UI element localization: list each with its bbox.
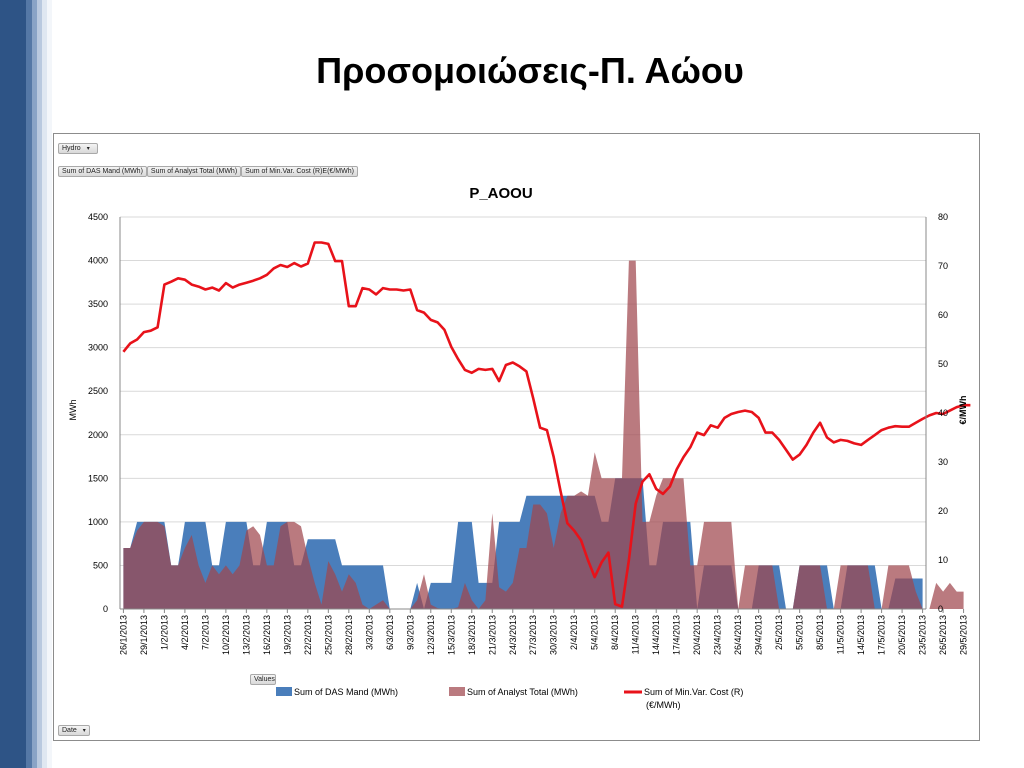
x-tick-label: 29/4/2013 — [754, 615, 764, 655]
x-tick-label: 26/4/2013 — [733, 615, 743, 655]
x-tick-label: 29/1/2013 — [139, 615, 149, 655]
x-tick-label: 20/4/2013 — [692, 615, 702, 655]
x-tick-label: 28/2/2013 — [344, 615, 354, 655]
filter-dropdown-icon: ▾ — [86, 146, 90, 152]
x-tick-label: 1/2/2013 — [159, 615, 169, 650]
x-tick-label: 26/1/2013 — [118, 615, 128, 655]
x-tick-label: 23/5/2013 — [918, 615, 928, 655]
x-tick-label: 21/3/2013 — [487, 615, 497, 655]
cost-line-series — [122, 241, 971, 608]
y-tick-label: 2000 — [88, 430, 108, 440]
y-tick-label: 3000 — [88, 343, 108, 353]
x-tick-label: 13/2/2013 — [241, 615, 251, 655]
x-tick-label: 9/3/2013 — [405, 615, 415, 650]
slide-title: Προσομοιώσεις-Π. Αώου — [316, 50, 744, 91]
x-tick-label: 30/3/2013 — [549, 615, 559, 655]
y2-axis-label: €/MWh — [958, 396, 968, 425]
y-tick-label: 1500 — [88, 473, 108, 483]
y-tick-label: 2500 — [88, 386, 108, 396]
x-tick-label: 5/4/2013 — [590, 615, 600, 650]
values-field-buttons: Sum of DAS Mand (MWh) Sum of Analyst Tota… — [58, 160, 358, 177]
x-tick-label: 24/3/2013 — [508, 615, 518, 655]
axes: 0 500 1000 1500 2000 2500 3000 3500 4000 4500 0 10 2… — [88, 212, 969, 655]
axis-field-button[interactable]: Date ▾ — [58, 725, 90, 736]
legend-label-das: Sum of DAS Mand (MWh) — [294, 687, 398, 697]
value-field-cost-button[interactable]: Sum of Min.Var. Cost (R)Ε(€/MWh) — [241, 166, 358, 177]
area-path — [123, 260, 964, 609]
axis-field-label: Date — [62, 727, 77, 734]
x-tick-label: 6/3/2013 — [385, 615, 395, 650]
cost-line — [122, 241, 971, 608]
y-tick-label: 500 — [93, 560, 108, 570]
legend-label-cost: Sum of Min.Var. Cost (R) (€/MWh) — [644, 687, 743, 710]
x-tick-label: 11/5/2013 — [836, 615, 846, 654]
legend-label-analyst: Sum of Analyst Total (MWh) — [467, 687, 578, 697]
slide-accent-bar — [0, 0, 52, 768]
x-tick-label: 17/5/2013 — [877, 615, 887, 655]
x-tick-label: 5/5/2013 — [795, 615, 805, 650]
y2-tick-label: 60 — [938, 310, 948, 320]
x-tick-label: 2/4/2013 — [569, 615, 579, 650]
x-tick-label: 2/5/2013 — [774, 615, 784, 650]
filter-field-button[interactable]: Hydro ▾ — [58, 143, 98, 154]
x-tick-label: 3/3/2013 — [364, 615, 374, 650]
values-button[interactable]: Values — [250, 674, 276, 685]
x-tick-label: 22/2/2013 — [303, 615, 313, 655]
pivot-chart-frame: Hydro ▾ Sum of DAS Mand (MWh) Sum of Analy… — [53, 133, 980, 741]
y-tick-label: 4500 — [88, 212, 108, 222]
axis-dropdown-icon: ▾ — [82, 728, 86, 734]
legend-swatch-das — [276, 687, 292, 696]
y-axis-label: MWh — [68, 400, 78, 421]
x-tick-label: 18/3/2013 — [467, 615, 477, 655]
x-tick-label: 14/4/2013 — [651, 615, 661, 655]
legend: Sum of DAS Mand (MWh) Sum of Analyst Tota… — [276, 687, 743, 710]
x-tick-label: 26/5/2013 — [938, 615, 948, 655]
x-tick-label: 10/2/2013 — [221, 615, 231, 655]
x-tick-label: 8/5/2013 — [815, 615, 825, 650]
analyst-area-series — [123, 260, 964, 609]
x-tick-label: 19/2/2013 — [282, 615, 292, 655]
chart-title: P_AOOU — [469, 185, 532, 202]
x-tick-label: 8/4/2013 — [610, 615, 620, 650]
y2-tick-label: 80 — [938, 212, 948, 222]
x-tick-label: 23/4/2013 — [713, 615, 723, 655]
y2-tick-label: 30 — [938, 457, 948, 467]
x-tick-label: 7/2/2013 — [200, 615, 210, 650]
y-tick-label: 1000 — [88, 517, 108, 527]
y2-tick-label: 0 — [938, 604, 943, 614]
y-tick-label: 3500 — [88, 299, 108, 309]
value-field-das-button[interactable]: Sum of DAS Mand (MWh) — [58, 166, 147, 177]
y2-tick-label: 50 — [938, 359, 948, 369]
filter-field-label: Hydro — [62, 145, 81, 152]
chart-svg: P_AOOU 050010001500200025003000350040004… — [68, 185, 971, 710]
x-tick-label: 11/4/2013 — [631, 615, 641, 654]
x-tick-label: 17/4/2013 — [672, 615, 682, 655]
y2-tick-label: 10 — [938, 555, 948, 565]
x-tick-label: 12/3/2013 — [426, 615, 436, 655]
x-tick-label: 20/5/2013 — [897, 615, 907, 655]
y-tick-label: 4000 — [88, 256, 108, 266]
x-tick-label: 4/2/2013 — [180, 615, 190, 650]
x-tick-label: 15/3/2013 — [446, 615, 456, 655]
y2-tick-label: 70 — [938, 261, 948, 271]
y2-tick-label: 20 — [938, 506, 948, 516]
x-tick-label: 27/3/2013 — [528, 615, 538, 655]
x-tick-label: 16/2/2013 — [262, 615, 272, 655]
y2-tick-label: 40 — [938, 408, 948, 418]
y-tick-label: 0 — [103, 604, 108, 614]
value-field-analyst-button[interactable]: Sum of Analyst Total (MWh) — [146, 166, 242, 177]
x-tick-label: 14/5/2013 — [856, 615, 866, 655]
x-tick-label: 25/2/2013 — [323, 615, 333, 655]
x-tick-label: 29/5/2013 — [959, 615, 969, 655]
legend-swatch-analyst — [449, 687, 465, 696]
